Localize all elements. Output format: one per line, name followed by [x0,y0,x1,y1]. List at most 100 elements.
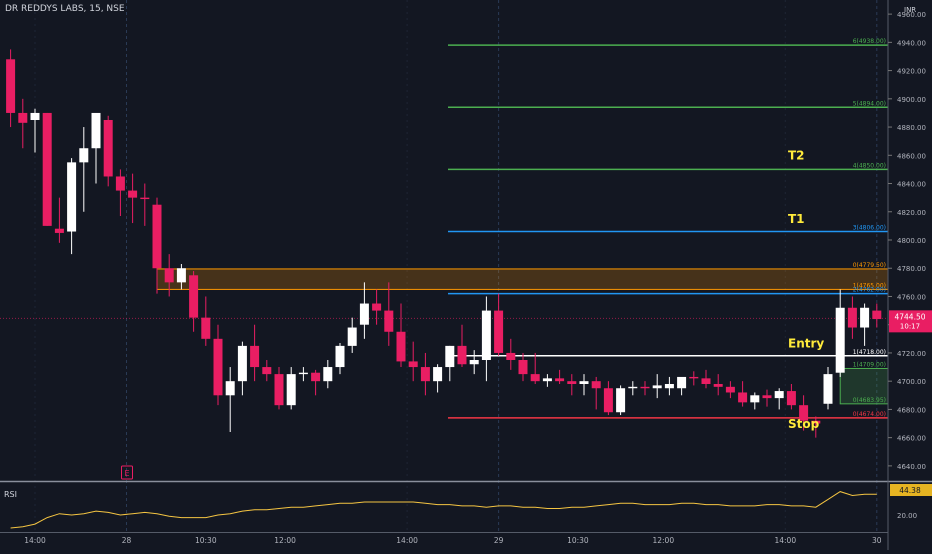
fib-level-label: 0(4674.00) [853,411,886,418]
x-tick-label: 12:00 [274,536,296,545]
candle-body [359,303,369,325]
candle-body [628,386,638,389]
level-tag: T1 [788,212,805,226]
y-tick-label: 4660.00 [897,435,926,443]
fib-level-label: 3(4806.00) [853,225,886,232]
y-tick-label: 4820.00 [897,209,926,217]
candle-body [823,374,833,404]
candle-body [396,331,406,362]
fib-level-label: 1(4718.00) [853,349,886,356]
fib-level-label: 1(4765.00) [853,282,886,289]
fib-level-label: 5(4894.00) [853,100,886,107]
candle-body [799,405,809,421]
candle-body [152,204,162,269]
level-tag: Entry [788,336,824,350]
candle-body [640,386,650,389]
y-tick-label: 4700.00 [897,378,926,386]
candle-body [323,367,333,382]
y-tick-label: 4800.00 [897,237,926,245]
candle-body [347,327,357,346]
candle-body [774,391,784,399]
candle-body [701,378,711,384]
y-tick-label: 4780.00 [897,265,926,273]
rsi-tick-label: 20.00 [897,512,917,520]
candle-body [664,384,674,389]
candle-body [274,374,284,406]
candle-body [750,395,760,403]
fib-level-label: 0(4779.50) [853,262,886,269]
candle-body [677,376,687,389]
candle-body [420,367,430,382]
earnings-marker-label: E [124,469,129,478]
candle-body [298,372,308,375]
y-tick-label: 4760.00 [897,293,926,301]
candle-body [725,386,735,393]
fib-level-label: 2(4762.00) [853,287,886,294]
candle-body [6,59,16,113]
candle-body [603,388,613,413]
candle-body [408,361,418,368]
candle-body [433,367,443,382]
chart-title: DR REDDYS LABS, 15, NSE [5,4,125,14]
candle-body [652,385,662,389]
candle-body [311,372,321,382]
price-badge-countdown: 10:17 [900,322,920,330]
candle-body [237,345,247,382]
candle-body [847,307,857,328]
candle-body [225,381,235,396]
candle-body [335,345,345,368]
candle-body [213,338,223,396]
price-badge-value: 4744.50 [894,312,925,321]
rsi-value-badge [890,484,932,496]
candle-body [591,381,601,389]
y-tick-label: 4880.00 [897,124,926,132]
candle-body [18,112,28,123]
y-tick-label: 4920.00 [897,68,926,76]
y-tick-label: 4940.00 [897,39,926,47]
x-tick-label: 30 [872,536,882,545]
candle-body [689,376,699,379]
candle-body [872,310,882,320]
candle-body [555,378,565,382]
candle-body [250,345,260,368]
candle-body [518,360,528,375]
rsi-value-label: 44.38 [899,486,921,495]
x-tick-label: 28 [122,536,132,545]
candle-body [616,388,626,413]
candle-body [506,352,516,360]
candle-body [713,384,723,387]
candle-body [54,228,64,233]
candle-body [176,268,186,283]
fib-level-label: 4(4850.00) [853,162,886,169]
earnings-marker [121,465,133,480]
candle-body [79,148,89,163]
candle-body [567,381,577,384]
candle-body [128,190,138,198]
candle-body [542,378,552,382]
candle-body [762,395,772,399]
level-tag: T2 [788,149,805,163]
candle-body [530,374,540,382]
y-tick-label: 4640.00 [897,463,926,471]
x-tick-label: 29 [494,536,504,545]
y-tick-label: 4840.00 [897,181,926,189]
x-tick-label: 12:00 [652,536,674,545]
candle-body [42,112,52,226]
candle-body [286,374,296,406]
level-tag: Stop [788,417,820,431]
candle-body [811,420,821,424]
y-tick-label: 4680.00 [897,406,926,414]
currency-label: INR [904,6,916,14]
fib-level-label: 1(4709.00) [853,361,886,368]
candle-body [494,310,504,353]
candle-body [189,275,199,318]
candle-body [164,268,174,283]
y-tick-label: 4960.00 [897,11,926,19]
rsi-label: RSI [4,490,17,499]
candle-body [384,310,394,332]
candle-body [835,307,845,373]
candle-body [372,303,382,311]
candle-body [860,307,870,328]
